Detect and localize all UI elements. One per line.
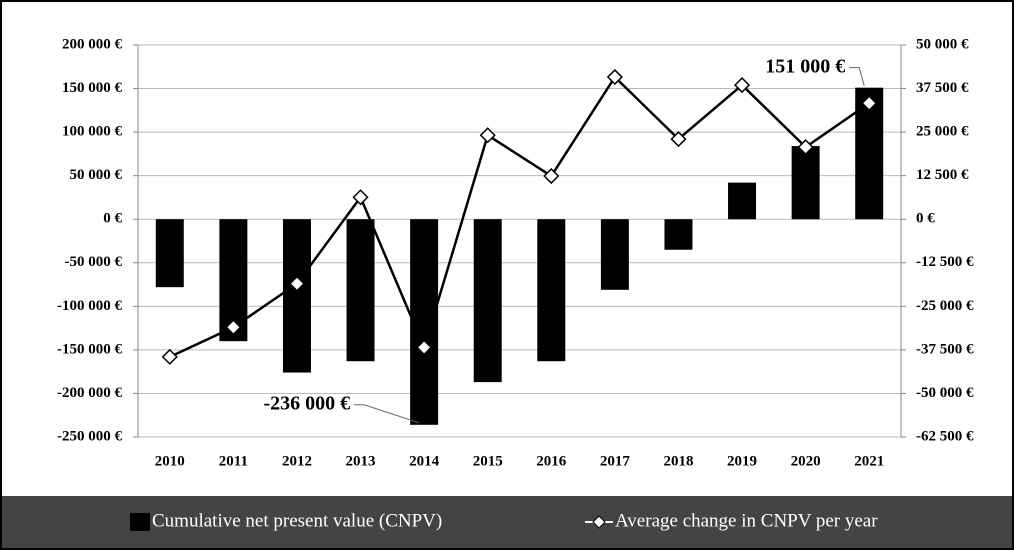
leader-line: [849, 67, 865, 86]
y2-tick-label: -12 500 €: [916, 254, 974, 270]
marker: [479, 127, 496, 144]
y-tick-label: -200 000 €: [57, 385, 122, 401]
marker: [543, 167, 560, 185]
y-tick-label: 50 000 €: [70, 167, 123, 183]
bar: [664, 219, 693, 250]
x-tick-label: 2010: [155, 453, 185, 469]
legend-swatch: [130, 513, 150, 531]
marker: [606, 68, 623, 86]
line: [169, 75, 870, 358]
legend-band: [2, 496, 1012, 548]
y2-tick-label: 12 500 €: [916, 167, 969, 183]
marker: [416, 339, 433, 356]
bar: [600, 219, 629, 290]
y-tick-label: -250 000 €: [57, 428, 122, 444]
y2-tick-label: 37 500 €: [916, 80, 969, 96]
bar: [155, 219, 184, 288]
x-tick-label: 2018: [663, 453, 693, 469]
y-tick-label: 150 000 €: [62, 80, 123, 96]
leader-line: [354, 404, 420, 424]
y2-tick-label: -62 500 €: [916, 428, 974, 444]
marker: [670, 131, 687, 148]
marker: [797, 139, 814, 156]
x-tick-label: 2013: [346, 453, 376, 469]
y2-tick-label: 25 000 €: [916, 124, 969, 140]
y-tick-label: 0 €: [103, 211, 122, 227]
y2-tick-label: -25 000 €: [916, 298, 974, 314]
x-tick-label: 2011: [219, 453, 248, 469]
y2-tick-label: -50 000 €: [916, 385, 974, 401]
bar: [473, 219, 502, 383]
y2-tick-label: 50 000 €: [916, 36, 969, 52]
bar: [728, 182, 757, 220]
bar: [791, 146, 820, 220]
x-tick-label: 2021: [854, 453, 884, 469]
marker: [161, 348, 178, 365]
marker: [733, 77, 751, 94]
bar: [346, 219, 375, 362]
marker: [288, 275, 306, 292]
legend-label: Average change in CNPV per year: [615, 510, 878, 531]
y2-tick-label: -37 500 €: [916, 341, 974, 357]
y-tick-label: -150 000 €: [57, 341, 122, 357]
bar: [537, 219, 566, 362]
x-tick-label: 2020: [791, 453, 821, 469]
marker: [861, 95, 878, 112]
legend-label: Cumulative net present value (CNPV): [152, 510, 442, 531]
y-tick-label: -100 000 €: [57, 298, 122, 314]
x-tick-label: 2015: [473, 453, 503, 469]
data-label: 151 000 €: [765, 55, 845, 77]
marker: [352, 189, 369, 206]
bar: [282, 219, 311, 373]
legend-marker: [592, 515, 606, 529]
x-tick-label: 2012: [282, 453, 312, 469]
y2-tick-label: 0 €: [916, 211, 935, 227]
x-tick-label: 2014: [409, 453, 440, 469]
x-tick-label: 2016: [536, 453, 567, 469]
bar: [410, 219, 439, 425]
y-tick-label: -50 000 €: [65, 254, 123, 270]
data-label: -236 000 €: [263, 392, 350, 414]
x-tick-label: 2019: [727, 453, 757, 469]
y-tick-label: 200 000 €: [62, 36, 123, 52]
y-tick-label: 100 000 €: [62, 124, 123, 140]
x-tick-label: 2017: [600, 453, 631, 469]
marker: [225, 319, 242, 336]
